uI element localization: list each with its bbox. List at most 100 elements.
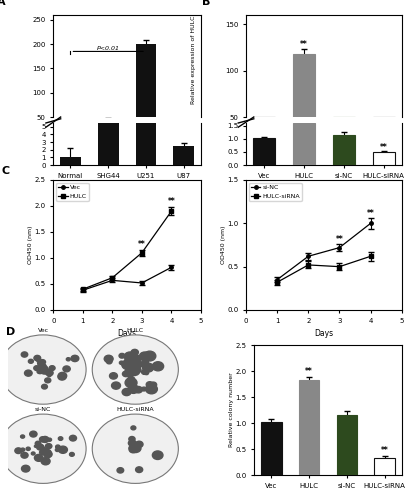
Circle shape: [21, 466, 30, 472]
Circle shape: [35, 441, 41, 446]
Text: A: A: [0, 0, 6, 7]
Bar: [292, 123, 314, 165]
Circle shape: [92, 414, 178, 484]
Circle shape: [122, 371, 129, 376]
Circle shape: [38, 366, 47, 374]
Circle shape: [39, 360, 45, 364]
Circle shape: [44, 451, 52, 458]
Circle shape: [45, 378, 51, 383]
Circle shape: [41, 368, 46, 371]
Circle shape: [42, 368, 49, 374]
Circle shape: [40, 447, 43, 450]
Circle shape: [130, 365, 136, 370]
Bar: [260, 422, 281, 475]
Line: HULC-siRNA: HULC-siRNA: [275, 254, 371, 284]
Circle shape: [109, 372, 117, 379]
Circle shape: [125, 378, 137, 388]
Bar: [336, 415, 356, 475]
Circle shape: [119, 361, 123, 364]
Bar: [332, 135, 354, 165]
Text: HULC: HULC: [126, 328, 144, 333]
Circle shape: [58, 374, 66, 380]
Circle shape: [128, 436, 135, 442]
Text: C: C: [2, 166, 10, 175]
Bar: [173, 146, 194, 165]
HULC-siRNA: [336, 264, 341, 270]
Circle shape: [119, 354, 125, 358]
Circle shape: [15, 448, 22, 454]
Circle shape: [130, 368, 138, 374]
Circle shape: [71, 356, 79, 362]
Circle shape: [139, 362, 143, 366]
Circle shape: [44, 450, 51, 455]
Text: B: B: [202, 0, 210, 7]
Circle shape: [130, 446, 138, 452]
Circle shape: [92, 335, 178, 404]
Circle shape: [39, 366, 48, 372]
Circle shape: [41, 366, 45, 368]
Vec: [169, 264, 173, 270]
Circle shape: [58, 446, 67, 454]
Circle shape: [21, 448, 25, 452]
Circle shape: [122, 388, 131, 396]
Text: **: **: [335, 234, 342, 244]
Circle shape: [128, 366, 137, 373]
Bar: [60, 158, 81, 165]
Circle shape: [130, 366, 140, 374]
HULC: [110, 275, 115, 281]
si-NC: [305, 254, 310, 260]
Circle shape: [26, 447, 30, 450]
Y-axis label: OD450 (nm): OD450 (nm): [28, 226, 33, 264]
Circle shape: [45, 370, 53, 376]
Circle shape: [21, 452, 28, 458]
Circle shape: [47, 438, 52, 442]
Circle shape: [152, 362, 163, 371]
Circle shape: [70, 452, 74, 456]
Circle shape: [125, 368, 133, 375]
Bar: [135, 123, 156, 165]
Circle shape: [139, 352, 150, 360]
Circle shape: [43, 448, 47, 451]
Circle shape: [41, 458, 50, 465]
Circle shape: [46, 454, 50, 458]
Legend: si-NC, HULC-siRNA: si-NC, HULC-siRNA: [249, 183, 301, 200]
Circle shape: [146, 382, 153, 388]
Y-axis label: Relative colony number: Relative colony number: [228, 372, 234, 448]
Circle shape: [125, 357, 132, 363]
Text: **: **: [380, 446, 388, 455]
Circle shape: [126, 378, 132, 383]
Circle shape: [127, 364, 138, 373]
Bar: [98, 123, 118, 165]
Circle shape: [133, 367, 140, 372]
Circle shape: [133, 362, 137, 366]
Line: HULC: HULC: [81, 210, 173, 291]
HULC: [80, 286, 85, 292]
Circle shape: [42, 447, 45, 450]
Circle shape: [129, 354, 141, 364]
Bar: [298, 380, 319, 475]
Circle shape: [41, 448, 44, 451]
Vec: [110, 278, 115, 283]
Circle shape: [129, 446, 137, 453]
Circle shape: [145, 384, 157, 394]
Circle shape: [128, 363, 140, 372]
HULC: [169, 208, 173, 214]
Circle shape: [37, 370, 43, 374]
Vec: [80, 287, 85, 293]
Circle shape: [39, 366, 47, 372]
Text: P<0.01: P<0.01: [97, 46, 119, 51]
Circle shape: [130, 368, 137, 373]
Circle shape: [40, 458, 44, 462]
Circle shape: [142, 360, 148, 364]
Circle shape: [135, 441, 143, 448]
Circle shape: [31, 452, 35, 455]
Circle shape: [42, 371, 45, 374]
si-NC: [367, 220, 372, 226]
Circle shape: [66, 358, 70, 361]
Circle shape: [142, 363, 153, 372]
HULC: [139, 250, 144, 256]
Circle shape: [132, 367, 138, 372]
X-axis label: Days: Days: [117, 329, 136, 338]
Text: **: **: [379, 143, 387, 152]
Circle shape: [144, 371, 148, 374]
